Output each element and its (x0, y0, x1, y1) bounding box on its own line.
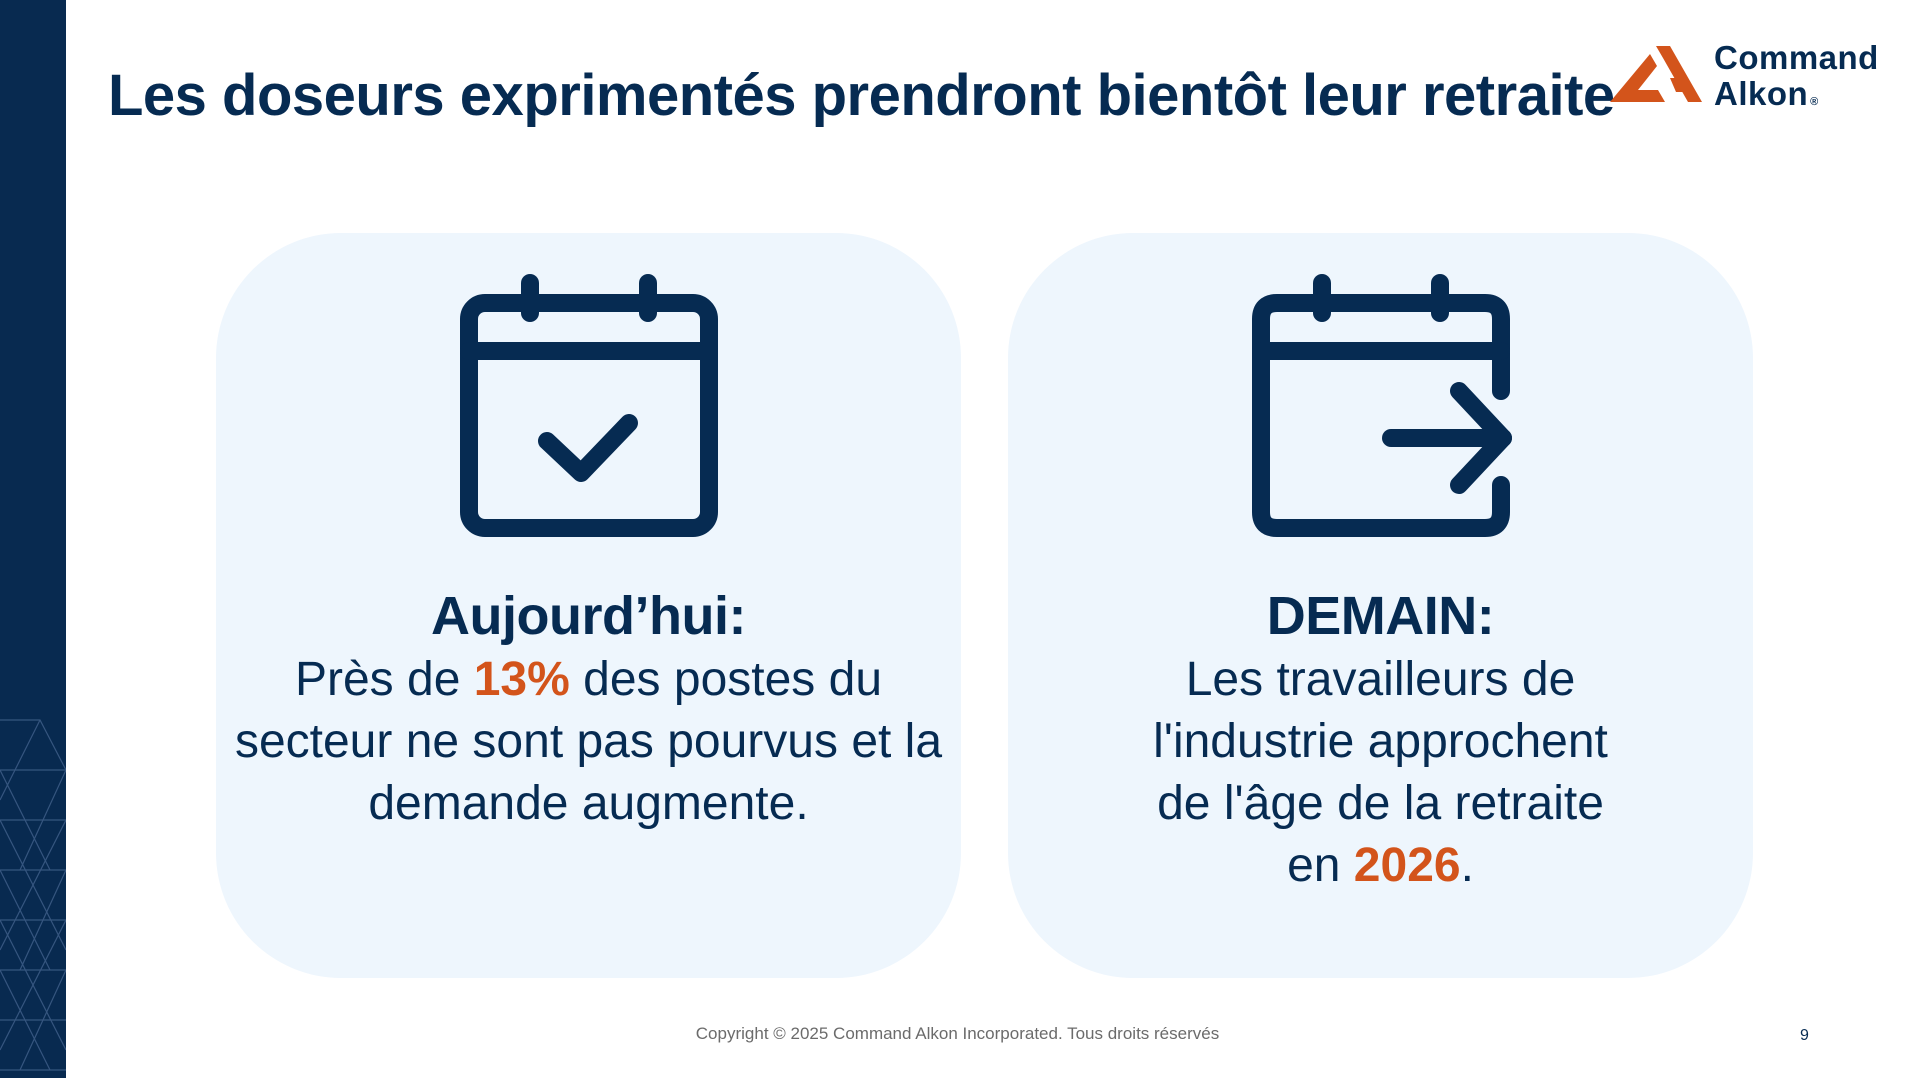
card-heading: Aujourd’hui: (431, 586, 746, 646)
geometric-pattern (0, 719, 66, 1071)
card-today: Aujourd’hui: Près de 13% des postes du s… (216, 233, 961, 978)
logo-reg-mark: ® (1810, 96, 1819, 108)
slide-title: Les doseurs exprimentés prendront bientô… (108, 63, 1615, 128)
logo-mark-icon (1610, 46, 1702, 102)
logo-line-2: Alkon (1714, 75, 1809, 112)
card-body: Près de 13% des postes du secteur ne son… (234, 653, 943, 830)
page-number: 9 (1800, 1027, 1809, 1044)
calendar-arrow-right-icon (1252, 274, 1512, 537)
highlight-percentage: 13% (473, 653, 570, 706)
highlight-year: 2026 (1353, 839, 1461, 892)
logo-line-1: Command (1714, 39, 1879, 76)
side-bar (0, 0, 66, 1078)
card-body: Les travailleurs de l'industrie approche… (1153, 653, 1608, 892)
command-alkon-logo: Command Alkon ® (1610, 39, 1890, 112)
calendar-check-icon (460, 274, 718, 537)
card-tomorrow: DEMAIN: Les travailleurs de l'industrie … (1008, 233, 1753, 978)
card-heading: DEMAIN: (1266, 586, 1495, 646)
copyright-footer: Copyright © 2025 Command Alkon Incorpora… (695, 1024, 1220, 1043)
